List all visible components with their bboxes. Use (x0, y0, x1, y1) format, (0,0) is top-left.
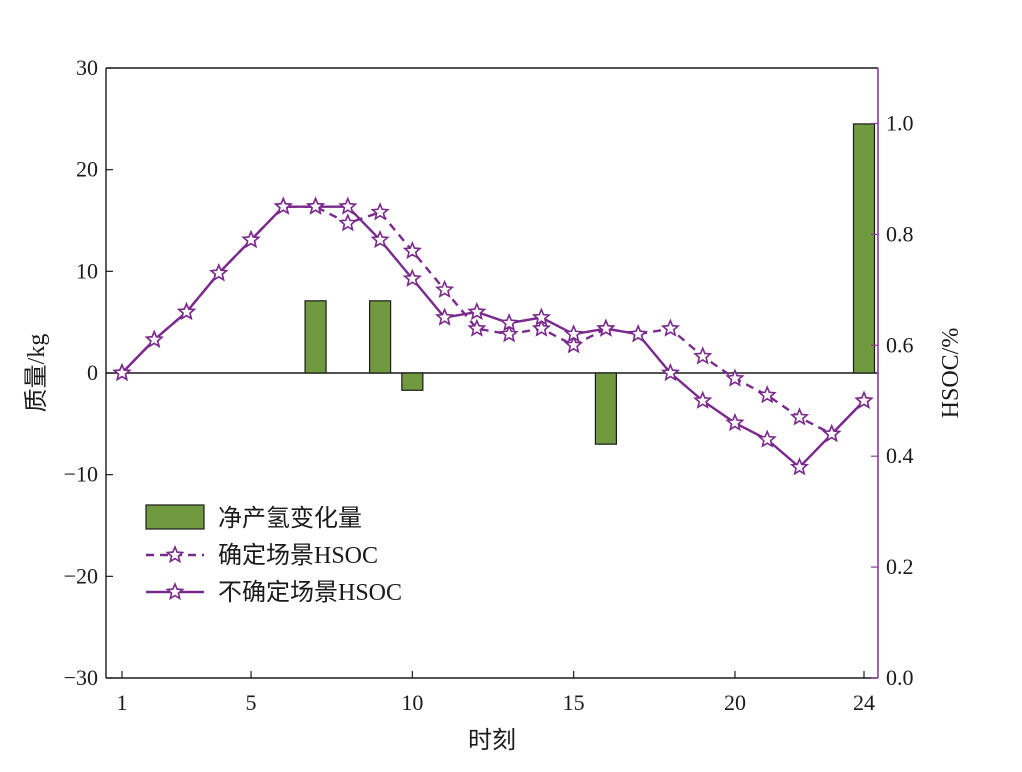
y-left-tick-label: 10 (76, 258, 98, 283)
y-left-tick-label: 20 (76, 157, 98, 182)
marker-deterministic-10 (402, 240, 422, 260)
bar-hour-7 (304, 300, 327, 374)
series-line-deterministic (121, 205, 865, 436)
series-line-uncertain (121, 205, 865, 469)
bars-layer (304, 123, 876, 445)
marker-uncertain-19 (693, 390, 713, 409)
marker-deterministic-18 (660, 318, 681, 337)
marker-uncertain-3 (176, 301, 197, 321)
marker-uncertain-12 (467, 301, 487, 321)
marker-uncertain-11 (435, 307, 455, 326)
y-right-tick-label: 1.0 (886, 110, 914, 135)
marker-deterministic-11 (435, 279, 455, 298)
legend-solid-marker (165, 581, 185, 601)
marker-deterministic-9 (370, 202, 390, 221)
y-right-tick-label: 0.2 (886, 554, 914, 579)
legend-bar-label: 净产氢变化量 (218, 505, 362, 532)
lines-layer (112, 196, 874, 476)
y-right-tick-label: 0.0 (886, 665, 914, 690)
legend: 净产氢变化量 确定场景HSOC 不确定场景HSOC (145, 504, 402, 606)
marker-uncertain-1 (112, 362, 132, 382)
marker-deterministic-22 (789, 407, 810, 426)
x-tick-label: 24 (853, 690, 875, 715)
marker-uncertain-18 (660, 362, 681, 382)
marker-uncertain-4 (209, 263, 229, 282)
x-tick-label: 20 (724, 690, 746, 715)
bar-hour-9 (368, 300, 392, 374)
y-right-tick-label: 0.4 (886, 443, 914, 468)
marker-uncertain-5 (241, 229, 261, 249)
marker-deterministic-19 (693, 346, 713, 365)
marker-uncertain-22 (789, 457, 810, 476)
marker-uncertain-21 (757, 429, 777, 448)
marker-deterministic-20 (725, 368, 745, 387)
marker-uncertain-24 (854, 390, 874, 409)
y-left-tick-label: 0 (87, 360, 98, 385)
legend-solid-label: 不确定场景HSOC (218, 579, 402, 606)
marker-uncertain-10 (402, 268, 422, 287)
marker-uncertain-2 (144, 329, 164, 348)
y-left-tick-label: −10 (64, 462, 98, 487)
x-tick-label: 15 (563, 690, 585, 715)
marker-uncertain-15 (564, 324, 584, 343)
marker-uncertain-6 (273, 196, 293, 215)
y-left-axis-title: 质量/kg (23, 334, 50, 413)
legend-dashed-label: 确定场景HSOC (218, 542, 378, 569)
bar-hour-24 (852, 123, 876, 374)
marker-deterministic-15 (564, 335, 584, 354)
marker-uncertain-7 (305, 196, 326, 215)
marker-uncertain-14 (531, 307, 551, 326)
x-axis-title: 时刻 (468, 727, 516, 754)
marker-uncertain-16 (596, 318, 616, 337)
legend-dashed-swatch (146, 544, 204, 564)
marker-uncertain-17 (628, 324, 648, 343)
marker-deterministic-13 (499, 324, 519, 343)
x-tick-label: 5 (246, 690, 257, 715)
marker-deterministic-12 (467, 318, 487, 337)
legend-solid-swatch (146, 581, 204, 601)
marker-uncertain-20 (725, 412, 745, 432)
marker-deterministic-14 (531, 318, 551, 337)
y-left-tick-label: −30 (64, 665, 98, 690)
y-right-tick-label: 0.8 (886, 221, 914, 246)
marker-uncertain-13 (499, 313, 519, 332)
marker-uncertain-9 (370, 229, 390, 249)
legend-dashed-marker (165, 544, 185, 564)
legend-bar-swatch (145, 504, 205, 530)
x-tick-label: 10 (401, 690, 423, 715)
marker-uncertain-23 (822, 423, 842, 443)
bar-hour-16 (594, 372, 618, 445)
y-left-tick-label: −20 (64, 563, 98, 588)
y-right-tick-label: 0.6 (886, 332, 914, 357)
bar-hour-10 (401, 372, 424, 391)
y-left-tick-label: 30 (76, 55, 98, 80)
marker-deterministic-8 (338, 213, 358, 232)
marker-uncertain-8 (338, 196, 358, 215)
marker-deterministic-21 (757, 385, 777, 404)
y-right-axis-title: HSOC/% (938, 328, 964, 419)
x-tick-label: 1 (117, 690, 128, 715)
